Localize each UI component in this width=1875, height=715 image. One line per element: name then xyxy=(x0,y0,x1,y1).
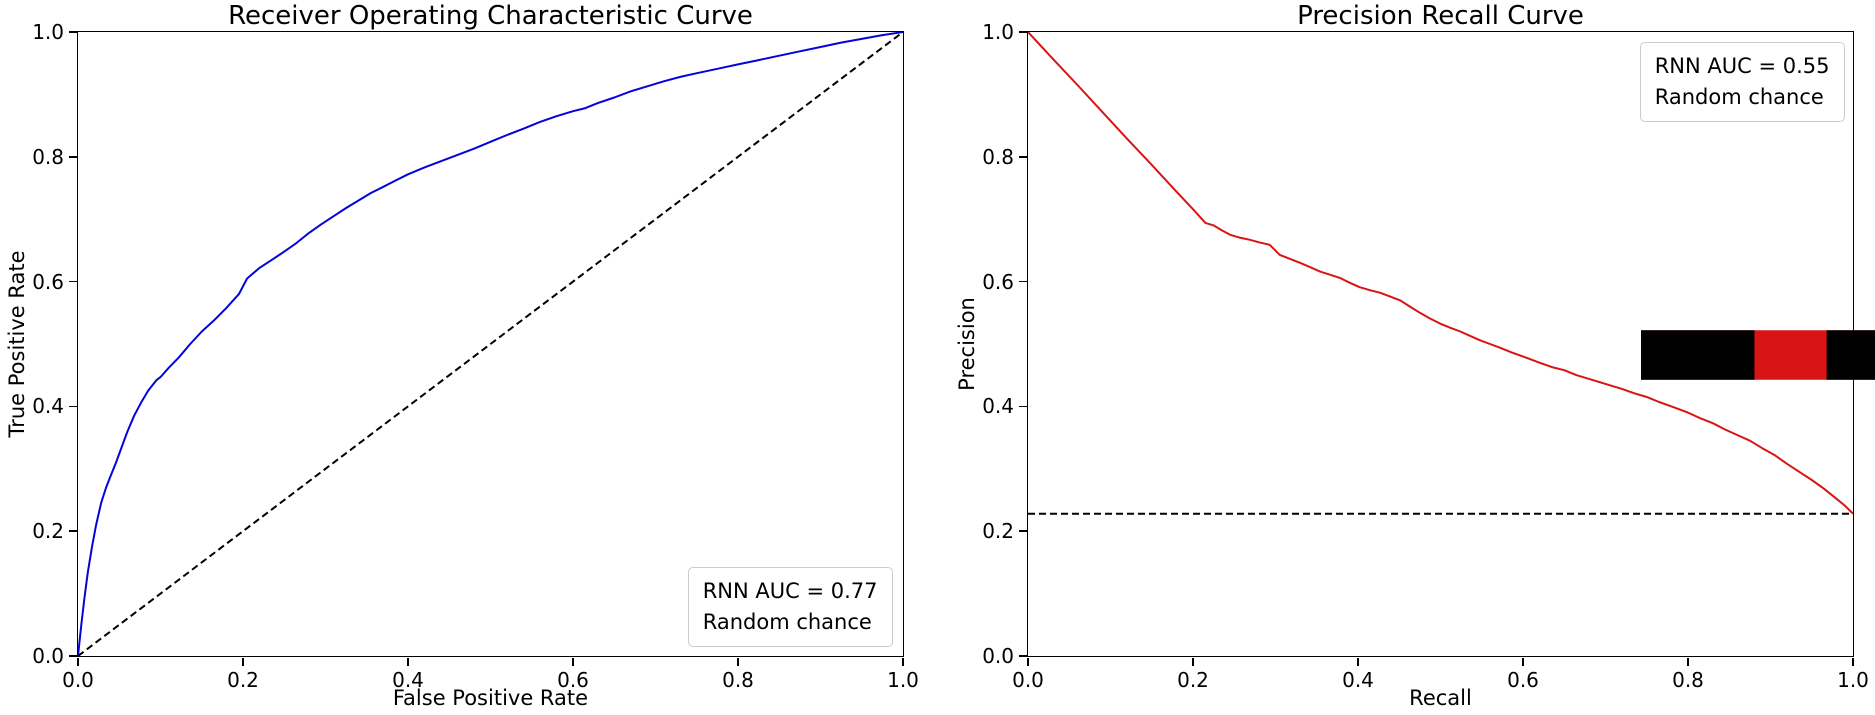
pr-curves-svg xyxy=(1027,31,1853,515)
y-tick-mark xyxy=(68,530,77,532)
roc-plot-area: RNN AUC = 0.77 Random chance xyxy=(76,30,904,657)
x-tick-mark xyxy=(1522,657,1524,666)
legend-label: RNN AUC = 0.55 xyxy=(1654,54,1830,78)
pr-chart-title: Precision Recall Curve xyxy=(1297,1,1584,31)
roc-diagonal-line xyxy=(77,31,903,656)
x-tick-mark xyxy=(242,657,244,666)
y-tick-label: 0.2 xyxy=(32,519,64,544)
roc-y-axis-label: True Positive Rate xyxy=(5,250,29,438)
x-tick-mark xyxy=(1687,657,1689,666)
x-tick-label: 0.2 xyxy=(227,668,259,692)
y-tick-label: 1.0 xyxy=(982,20,1014,44)
y-tick-mark xyxy=(1018,156,1027,158)
y-tick-label: 1.0 xyxy=(32,20,64,44)
y-tick-label: 0.2 xyxy=(982,519,1014,544)
x-tick-label: 0.4 xyxy=(392,668,424,692)
y-tick-mark xyxy=(1018,655,1027,657)
y-tick-label: 0.0 xyxy=(32,644,64,668)
y-tick-mark xyxy=(1018,530,1027,532)
dashed-line-sample-icon xyxy=(1640,329,1875,380)
y-tick-label: 0.4 xyxy=(32,394,64,419)
x-tick-mark xyxy=(77,657,79,666)
legend-entry-0: RNN AUC = 0.55 xyxy=(1640,51,1875,380)
x-tick-mark xyxy=(1357,657,1359,666)
pr-legend: RNN AUC = 0.55 Random chance xyxy=(1639,41,1875,380)
legend-label: RNN AUC = 0.77 xyxy=(702,579,878,603)
x-tick-label: 0.4 xyxy=(1342,668,1374,692)
roc-x-axis-label: False Positive Rate xyxy=(392,686,589,710)
y-tick-label: 0.8 xyxy=(982,144,1014,169)
pr-y-axis-label: Precision xyxy=(955,297,979,391)
x-tick-label: 0.6 xyxy=(557,668,589,692)
solid-line-sample-icon xyxy=(1640,329,1875,380)
x-tick-label: 1.0 xyxy=(1837,668,1869,692)
pr-subplot: Precision Recall Curve Precision RNN AUC… xyxy=(950,0,1875,715)
x-tick-label: 0.6 xyxy=(1507,668,1539,692)
x-tick-mark xyxy=(1852,657,1854,666)
y-tick-mark xyxy=(68,655,77,657)
legend-entry-0: RNN AUC = 0.77 xyxy=(703,576,878,607)
roc-chart-title: Receiver Operating Characteristic Curve xyxy=(228,1,753,31)
roc-subplot: Receiver Operating Characteristic Curve … xyxy=(0,0,937,715)
y-tick-mark xyxy=(1018,280,1027,283)
legend-label: Random chance xyxy=(702,610,872,634)
y-tick-mark xyxy=(1018,405,1027,408)
x-tick-mark xyxy=(1027,657,1029,666)
x-tick-label: 0.2 xyxy=(1177,668,1209,692)
y-tick-label: 0.4 xyxy=(982,394,1014,419)
x-tick-label: 0.8 xyxy=(722,668,754,692)
roc-curve-line xyxy=(77,31,903,656)
x-tick-label: 0.8 xyxy=(1672,668,1704,692)
x-tick-mark xyxy=(407,657,409,666)
y-tick-mark xyxy=(68,156,77,158)
roc-legend: RNN AUC = 0.77 Random chance xyxy=(687,566,893,647)
y-tick-mark xyxy=(68,405,77,408)
x-tick-mark xyxy=(572,657,574,666)
roc-curves-svg xyxy=(77,31,903,656)
y-tick-label: 0.6 xyxy=(32,269,64,294)
pr-plot-area: RNN AUC = 0.55 Random chance xyxy=(1026,30,1875,657)
x-tick-label: 1.0 xyxy=(887,668,919,692)
y-tick-label: 0.0 xyxy=(982,644,1014,668)
y-tick-mark xyxy=(68,31,77,33)
y-tick-label: 0.6 xyxy=(982,269,1014,294)
x-tick-label: 0.0 xyxy=(1012,668,1044,692)
legend-label: Random chance xyxy=(1654,85,1824,109)
legend-entry-1: Random chance xyxy=(1640,82,1875,380)
y-tick-mark xyxy=(1018,31,1027,33)
y-tick-mark xyxy=(68,280,77,283)
x-tick-mark xyxy=(737,657,739,666)
x-tick-label: 0.0 xyxy=(62,668,94,692)
pr-x-axis-label: Recall xyxy=(1409,686,1472,710)
x-tick-mark xyxy=(1192,657,1194,666)
y-tick-label: 0.8 xyxy=(32,144,64,169)
x-tick-mark xyxy=(902,657,904,666)
pr-curve-line xyxy=(1027,31,1853,514)
legend-entry-1: Random chance xyxy=(703,607,878,638)
